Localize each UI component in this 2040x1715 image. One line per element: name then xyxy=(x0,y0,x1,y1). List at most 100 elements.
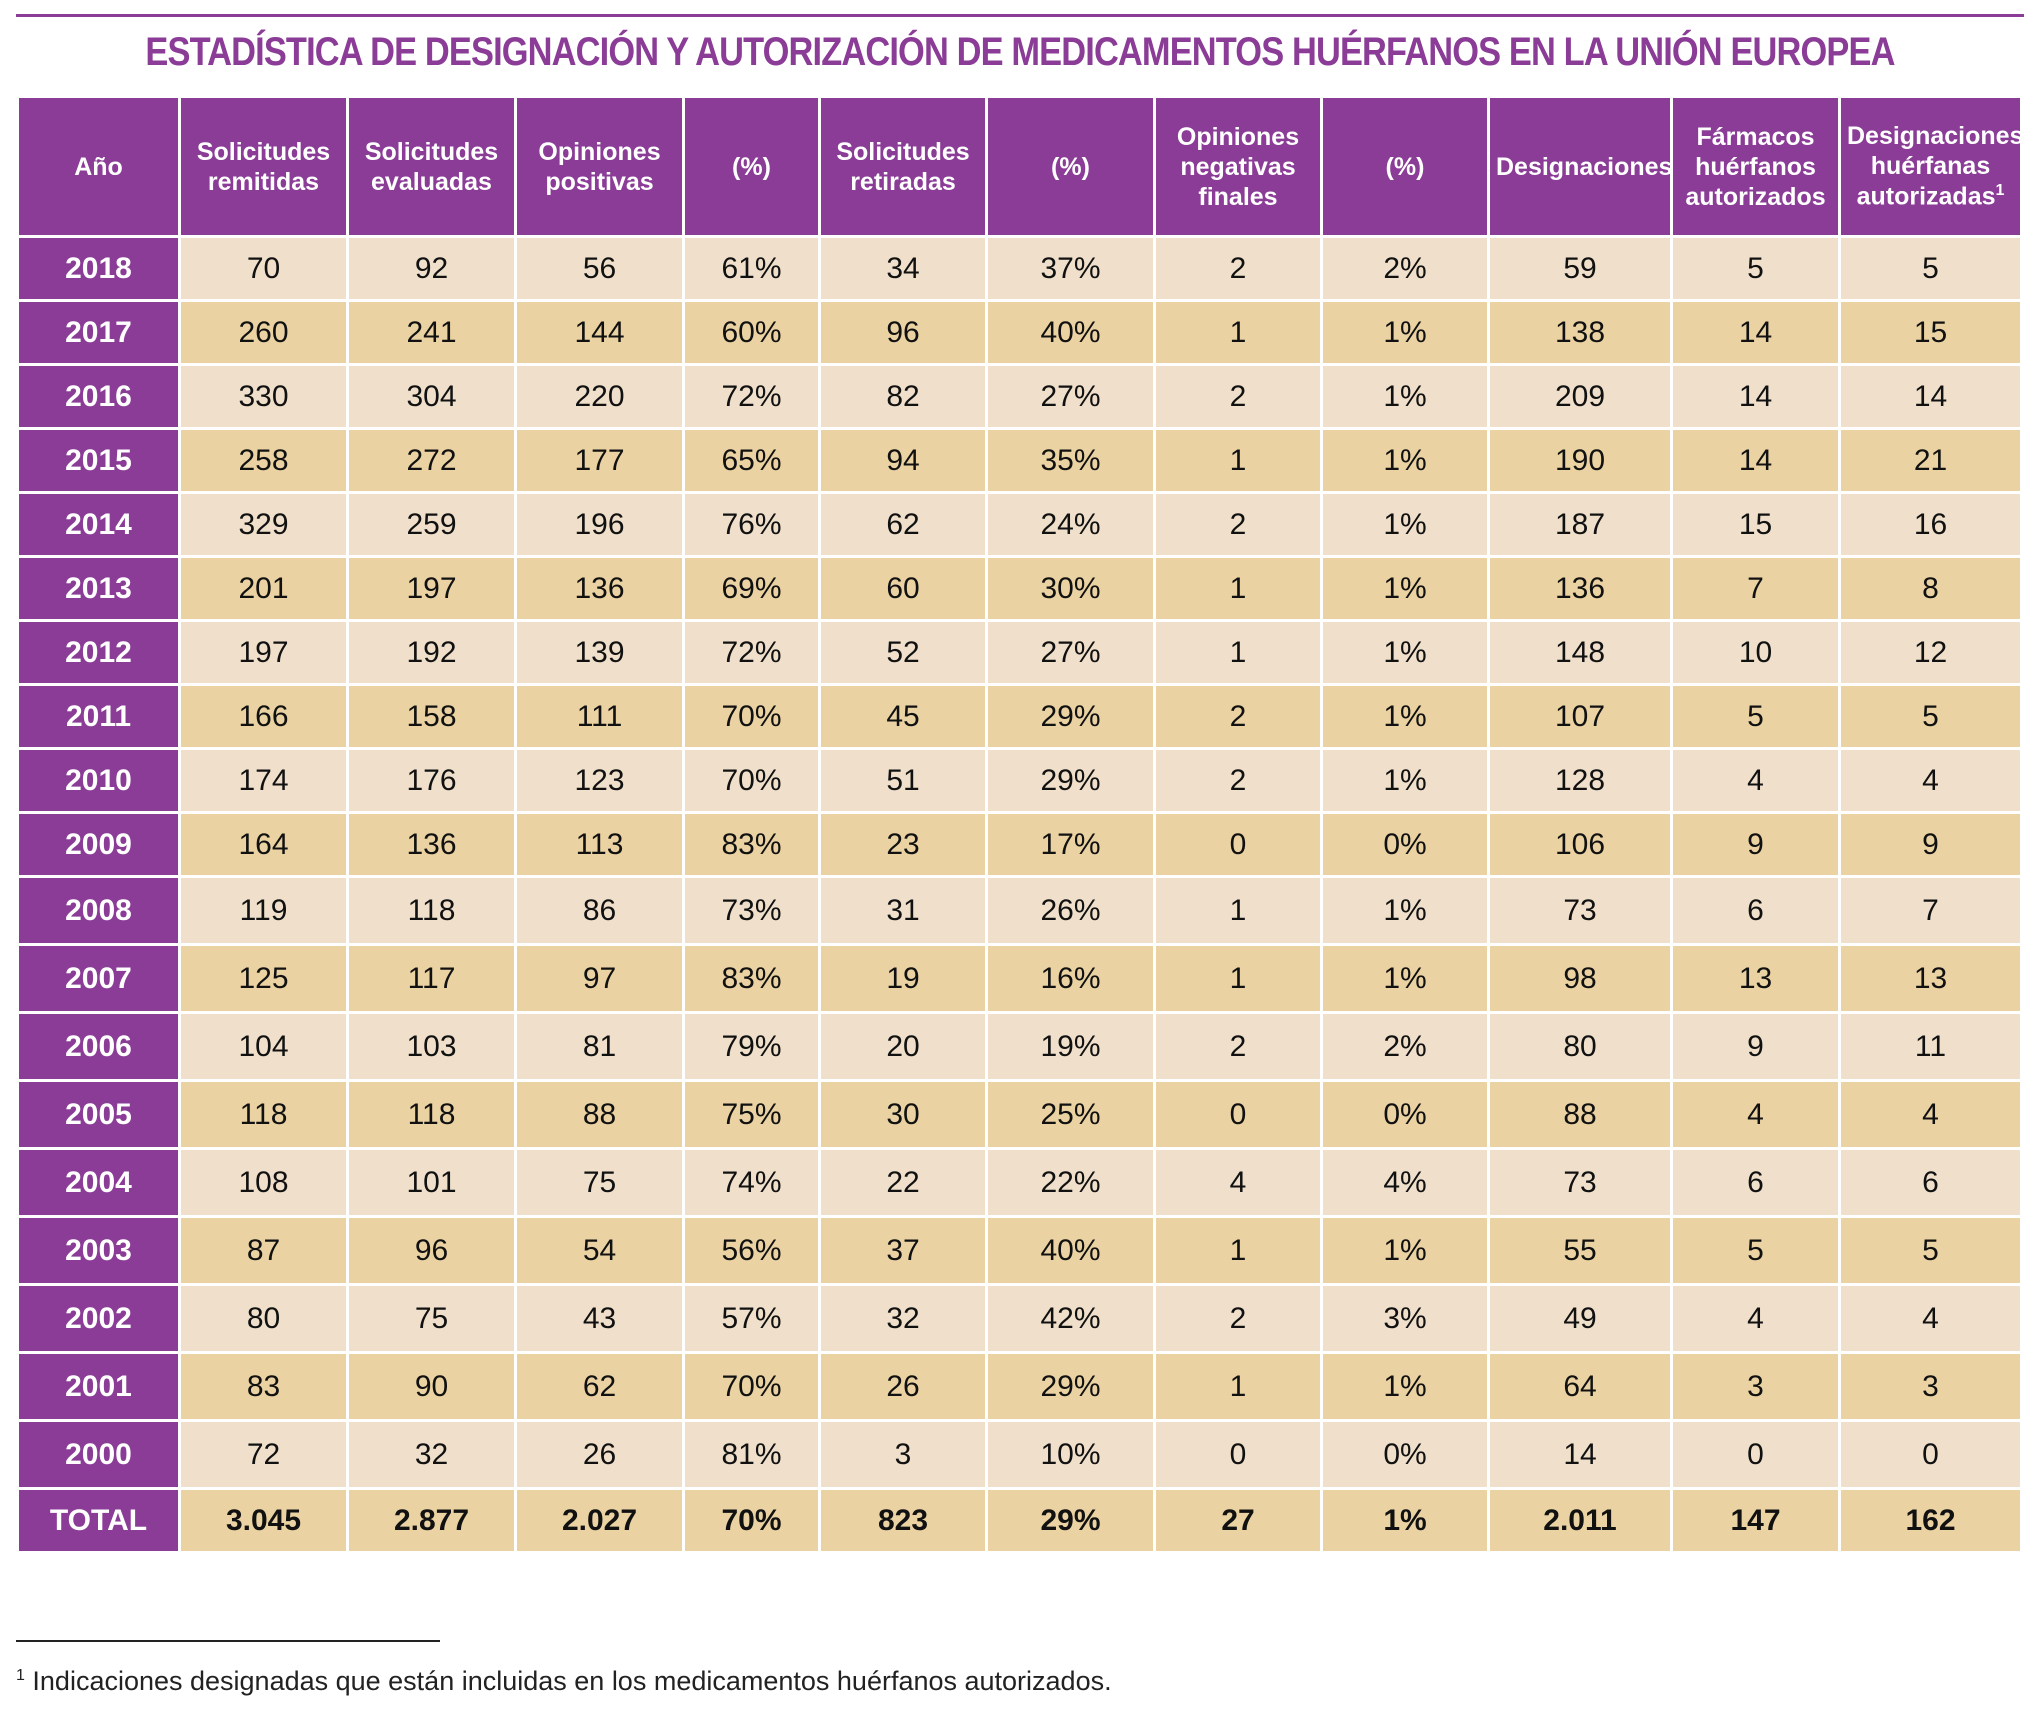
data-cell: 80 xyxy=(178,1283,349,1354)
data-cell: 1% xyxy=(1320,427,1490,494)
data-cell: 136 xyxy=(346,811,517,878)
data-cell: 73 xyxy=(1487,875,1673,946)
data-cell: 1 xyxy=(1153,1351,1323,1422)
data-cell: 56% xyxy=(682,1215,821,1286)
data-cell: 81 xyxy=(514,1011,685,1082)
data-cell: 13 xyxy=(1838,943,2023,1014)
data-cell: 73 xyxy=(1487,1147,1673,1218)
data-cell: 82 xyxy=(818,363,988,430)
data-cell: 144 xyxy=(514,299,685,366)
data-cell: 197 xyxy=(178,619,349,686)
data-cell: 1% xyxy=(1320,555,1490,622)
data-cell: 0% xyxy=(1320,1419,1490,1490)
data-cell: 1% xyxy=(1320,363,1490,430)
data-cell: 1 xyxy=(1153,427,1323,494)
data-cell: 1% xyxy=(1320,875,1490,946)
column-header-label: (%) xyxy=(732,152,771,181)
data-cell: 0 xyxy=(1153,1419,1323,1490)
data-cell: 73% xyxy=(682,875,821,946)
data-cell: 2.877 xyxy=(346,1487,517,1554)
data-cell: 26% xyxy=(985,875,1156,946)
data-cell: 87 xyxy=(178,1215,349,1286)
data-cell: 6 xyxy=(1670,1147,1841,1218)
year-cell: 2003 xyxy=(16,1215,181,1286)
data-cell: 9 xyxy=(1670,1011,1841,1082)
data-cell: 45 xyxy=(818,683,988,750)
data-cell: 158 xyxy=(346,683,517,750)
data-cell: 70% xyxy=(682,1487,821,1554)
table-row: 2006 104 103 81 79% 20 19% 2 2% 80 9 11 xyxy=(16,1011,2023,1082)
footnote-marker: 1 xyxy=(16,1667,25,1684)
data-cell: 14 xyxy=(1670,427,1841,494)
data-cell: 79% xyxy=(682,1011,821,1082)
data-cell: 1% xyxy=(1320,683,1490,750)
data-cell: 3.045 xyxy=(178,1487,349,1554)
data-cell: 118 xyxy=(346,875,517,946)
data-cell: 128 xyxy=(1487,747,1673,814)
data-cell: 70 xyxy=(178,235,349,302)
data-cell: 4 xyxy=(1670,747,1841,814)
data-cell: 96 xyxy=(346,1215,517,1286)
data-cell: 197 xyxy=(346,555,517,622)
column-header: Designaciones huérfanas autorizadas1 xyxy=(1838,95,2024,238)
data-cell: 29% xyxy=(985,1487,1156,1554)
year-cell: 2007 xyxy=(16,943,181,1014)
year-cell: 2014 xyxy=(16,491,181,558)
column-header: Fármacos huérfanos autorizados xyxy=(1670,95,1841,238)
data-cell: 60% xyxy=(682,299,821,366)
data-cell: 43 xyxy=(514,1283,685,1354)
header-row: Año Solicitudes remitidas Solicitudes eval… xyxy=(16,95,2024,238)
data-cell: 8 xyxy=(1838,555,2023,622)
data-cell: 11 xyxy=(1838,1011,2023,1082)
data-cell: 5 xyxy=(1670,235,1841,302)
data-cell: 201 xyxy=(178,555,349,622)
data-cell: 5 xyxy=(1670,683,1841,750)
data-cell: 123 xyxy=(514,747,685,814)
data-cell: 119 xyxy=(178,875,349,946)
data-cell: 70% xyxy=(682,683,821,750)
year-cell: 2006 xyxy=(16,1011,181,1082)
data-cell: 4 xyxy=(1838,747,2023,814)
table-row: 2000 72 32 26 81% 3 10% 0 0% 14 0 0 xyxy=(16,1419,2023,1490)
data-cell: 4 xyxy=(1670,1079,1841,1150)
data-cell: 40% xyxy=(985,299,1156,366)
data-cell: 16 xyxy=(1838,491,2023,558)
data-cell: 174 xyxy=(178,747,349,814)
data-cell: 52 xyxy=(818,619,988,686)
column-header-label: Designaciones huérfanas autorizadas xyxy=(1847,122,2024,211)
column-header: (%) xyxy=(682,95,821,238)
data-cell: 139 xyxy=(514,619,685,686)
table-row: 2001 83 90 62 70% 26 29% 1 1% 64 3 3 xyxy=(16,1351,2023,1422)
total-row: TOTAL 3.045 2.877 2.027 70% 823 29% 27 1% 2.011 14… xyxy=(16,1487,2023,1554)
data-cell: 70% xyxy=(682,747,821,814)
data-cell: 16% xyxy=(985,943,1156,1014)
column-header-label: Solicitudes retiradas xyxy=(836,137,970,196)
data-cell: 1% xyxy=(1320,1351,1490,1422)
data-cell: 5 xyxy=(1838,235,2023,302)
column-header: Opiniones positivas xyxy=(514,95,685,238)
data-cell: 196 xyxy=(514,491,685,558)
data-cell: 75% xyxy=(682,1079,821,1150)
data-cell: 259 xyxy=(346,491,517,558)
year-cell: 2001 xyxy=(16,1351,181,1422)
data-cell: 27% xyxy=(985,363,1156,430)
data-cell: 1 xyxy=(1153,875,1323,946)
data-cell: 30 xyxy=(818,1079,988,1150)
data-cell: 136 xyxy=(1487,555,1673,622)
data-cell: 1% xyxy=(1320,943,1490,1014)
data-cell: 1% xyxy=(1320,1215,1490,1286)
footnote: 1 Indicaciones designadas que están incl… xyxy=(16,1666,1112,1697)
table-row: 2010 174 176 123 70% 51 29% 2 1% 128 4 4 xyxy=(16,747,2023,814)
data-cell: 2.011 xyxy=(1487,1487,1673,1554)
data-cell: 10 xyxy=(1670,619,1841,686)
data-cell: 1 xyxy=(1153,299,1323,366)
data-cell: 118 xyxy=(178,1079,349,1150)
table-row: 2011 166 158 111 70% 45 29% 2 1% 107 5 5 xyxy=(16,683,2023,750)
column-header: Solicitudes evaluadas xyxy=(346,95,517,238)
data-cell: 14 xyxy=(1670,363,1841,430)
data-cell: 9 xyxy=(1670,811,1841,878)
data-cell: 823 xyxy=(818,1487,988,1554)
data-cell: 30% xyxy=(985,555,1156,622)
data-cell: 6 xyxy=(1838,1147,2023,1218)
year-cell: 2018 xyxy=(16,235,181,302)
